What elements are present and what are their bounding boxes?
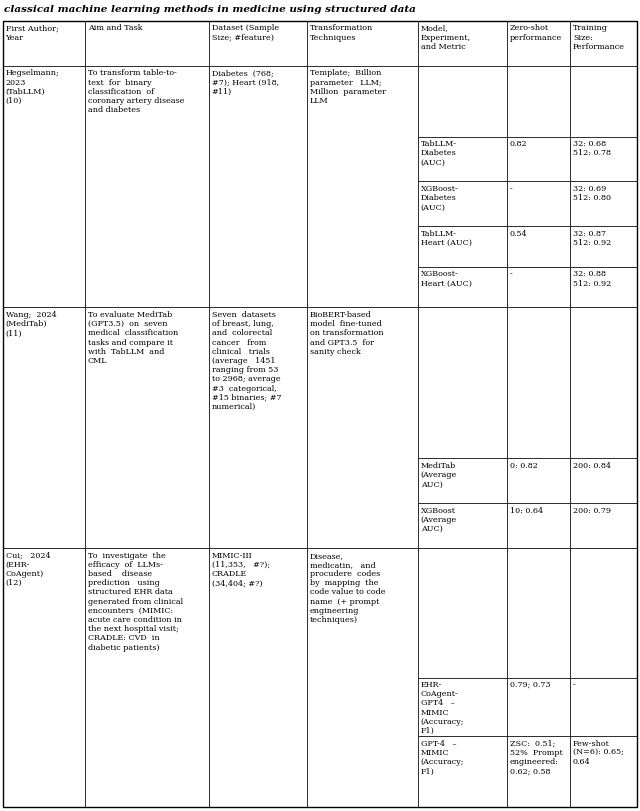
Text: First Author;
Year: First Author; Year [6,24,58,41]
Text: Aim and Task: Aim and Task [88,24,143,32]
Text: XGBoost-
Heart (AUC): XGBoost- Heart (AUC) [420,270,472,287]
Text: Wang;  2024
(MediTab)
(11): Wang; 2024 (MediTab) (11) [6,311,56,337]
Bar [570,548,637,678]
Text: ZSC:  0.51;
52%  Prompt
engineered:
0.62; 0.58: ZSC: 0.51; 52% Prompt engineered: 0.62; … [509,739,563,775]
Bar [85,67,209,308]
Bar [507,67,570,137]
Text: BioBERT-based
model  fine-tuned
on transformation
and GPT3.5  for
sanity check: BioBERT-based model fine-tuned on transf… [310,311,383,355]
Bar [419,137,507,182]
Bar [570,678,637,736]
Text: 32: 0.68
512: 0.78: 32: 0.68 512: 0.78 [573,140,611,157]
Bar [85,308,209,548]
Text: To transform table-to-
text  for  binary
classification  of
coronary artery dise: To transform table-to- text for binary c… [88,69,184,114]
Text: 32: 0.87
512: 0.92: 32: 0.87 512: 0.92 [573,230,611,247]
Text: Model,
Experiment,
and Metric: Model, Experiment, and Metric [420,24,471,51]
Bar [3,548,85,807]
Text: GPT-4   –
MIMIC
(Accuracy;
F1): GPT-4 – MIMIC (Accuracy; F1) [420,739,464,775]
Text: -: - [573,680,576,689]
Text: -: - [509,270,512,278]
Text: 200: 0.84: 200: 0.84 [573,461,611,470]
Bar [3,67,85,308]
Text: EHR-
CoAgent-
GPT4   –
MIMIC
(Accuracy;
F1): EHR- CoAgent- GPT4 – MIMIC (Accuracy; F1… [420,680,464,734]
Bar [307,308,419,548]
Bar [419,504,507,548]
Bar [507,504,570,548]
Text: Few-shot
(N=6): 0.65;
0.64: Few-shot (N=6): 0.65; 0.64 [573,739,624,766]
Bar [507,459,570,504]
Bar [419,548,507,678]
Text: 10: 0.64: 10: 0.64 [509,506,543,514]
Text: 0: 0.82: 0: 0.82 [509,461,538,470]
Bar [3,22,85,67]
Bar [419,308,507,459]
Text: To evaluate MediTab
(GPT3.5)  on  seven
medical  classification
tasks and compar: To evaluate MediTab (GPT3.5) on seven me… [88,311,178,364]
Text: XGBoost-
Diabetes
(AUC): XGBoost- Diabetes (AUC) [420,185,458,211]
Bar [570,459,637,504]
Bar [507,268,570,308]
Bar [570,137,637,182]
Bar [419,67,507,137]
Text: Disease,
medicatin,   and
procudere  codes
by  mapping  the
code value to code
n: Disease, medicatin, and procudere codes … [310,551,385,624]
Bar [307,548,419,807]
Text: Transformation
Techniques: Transformation Techniques [310,24,373,41]
Bar [507,22,570,67]
Bar [307,22,419,67]
Text: MIMIC-III
(11,353,   #?);
CRADLE
(34,404; #?): MIMIC-III (11,353, #?); CRADLE (34,404; … [212,551,269,586]
Text: Seven  datasets
of breast, lung,
and  colorectal
cancer   from
clinical   trials: Seven datasets of breast, lung, and colo… [212,311,281,410]
Bar [570,504,637,548]
Bar [419,182,507,227]
Text: MediTab
(Average
AUC): MediTab (Average AUC) [420,461,457,487]
Bar [209,548,307,807]
Bar [419,678,507,736]
Bar [570,22,637,67]
Bar [419,459,507,504]
Text: Zero-shot
performance: Zero-shot performance [509,24,562,41]
Bar [507,182,570,227]
Text: Hegselmann;
2023
(TabLLM)
(10): Hegselmann; 2023 (TabLLM) (10) [6,69,60,105]
Text: -: - [509,185,512,193]
Text: Cui;   2024
(EHR-
CoAgent)
(12): Cui; 2024 (EHR- CoAgent) (12) [6,551,50,586]
Bar [307,67,419,308]
Text: To  investigate  the
efficacy  of  LLMs-
based    disease
prediction   using
str: To investigate the efficacy of LLMs- bas… [88,551,183,651]
Bar [419,268,507,308]
Bar [507,137,570,182]
Bar [507,736,570,807]
Bar [570,182,637,227]
Text: XGBoost
(Average
AUC): XGBoost (Average AUC) [420,506,457,533]
Text: 32: 0.69
512: 0.80: 32: 0.69 512: 0.80 [573,185,611,202]
Bar [85,22,209,67]
Bar [507,227,570,268]
Bar [570,227,637,268]
Bar [419,736,507,807]
Bar [570,268,637,308]
Bar [209,67,307,308]
Bar [570,736,637,807]
Text: 200: 0.79: 200: 0.79 [573,506,611,514]
Text: Training
Size:
Performance: Training Size: Performance [573,24,625,51]
Text: Diabetes  (768;
#7); Heart (918,
#11): Diabetes (768; #7); Heart (918, #11) [212,69,278,96]
Bar [507,548,570,678]
Text: 0.82: 0.82 [509,140,527,148]
Bar [570,67,637,137]
Text: 0.54: 0.54 [509,230,527,238]
Bar [85,548,209,807]
Bar [507,678,570,736]
Text: Dataset (Sample
Size; #feature): Dataset (Sample Size; #feature) [212,24,278,41]
Text: Template;  Billion
parameter   LLM;
Million  parameter
LLM: Template; Billion parameter LLM; Million… [310,69,386,105]
Bar [209,22,307,67]
Text: 0.79; 0.73: 0.79; 0.73 [509,680,550,689]
Text: TabLLM-
Heart (AUC): TabLLM- Heart (AUC) [420,230,472,247]
Bar [419,22,507,67]
Bar [3,308,85,548]
Text: 32: 0.88
512: 0.92: 32: 0.88 512: 0.92 [573,270,611,287]
Bar [209,308,307,548]
Text: classical machine learning methods in medicine using structured data: classical machine learning methods in me… [4,5,416,14]
Bar [570,308,637,459]
Bar [419,227,507,268]
Text: TabLLM-
Diabetes
(AUC): TabLLM- Diabetes (AUC) [420,140,457,166]
Bar [507,308,570,459]
